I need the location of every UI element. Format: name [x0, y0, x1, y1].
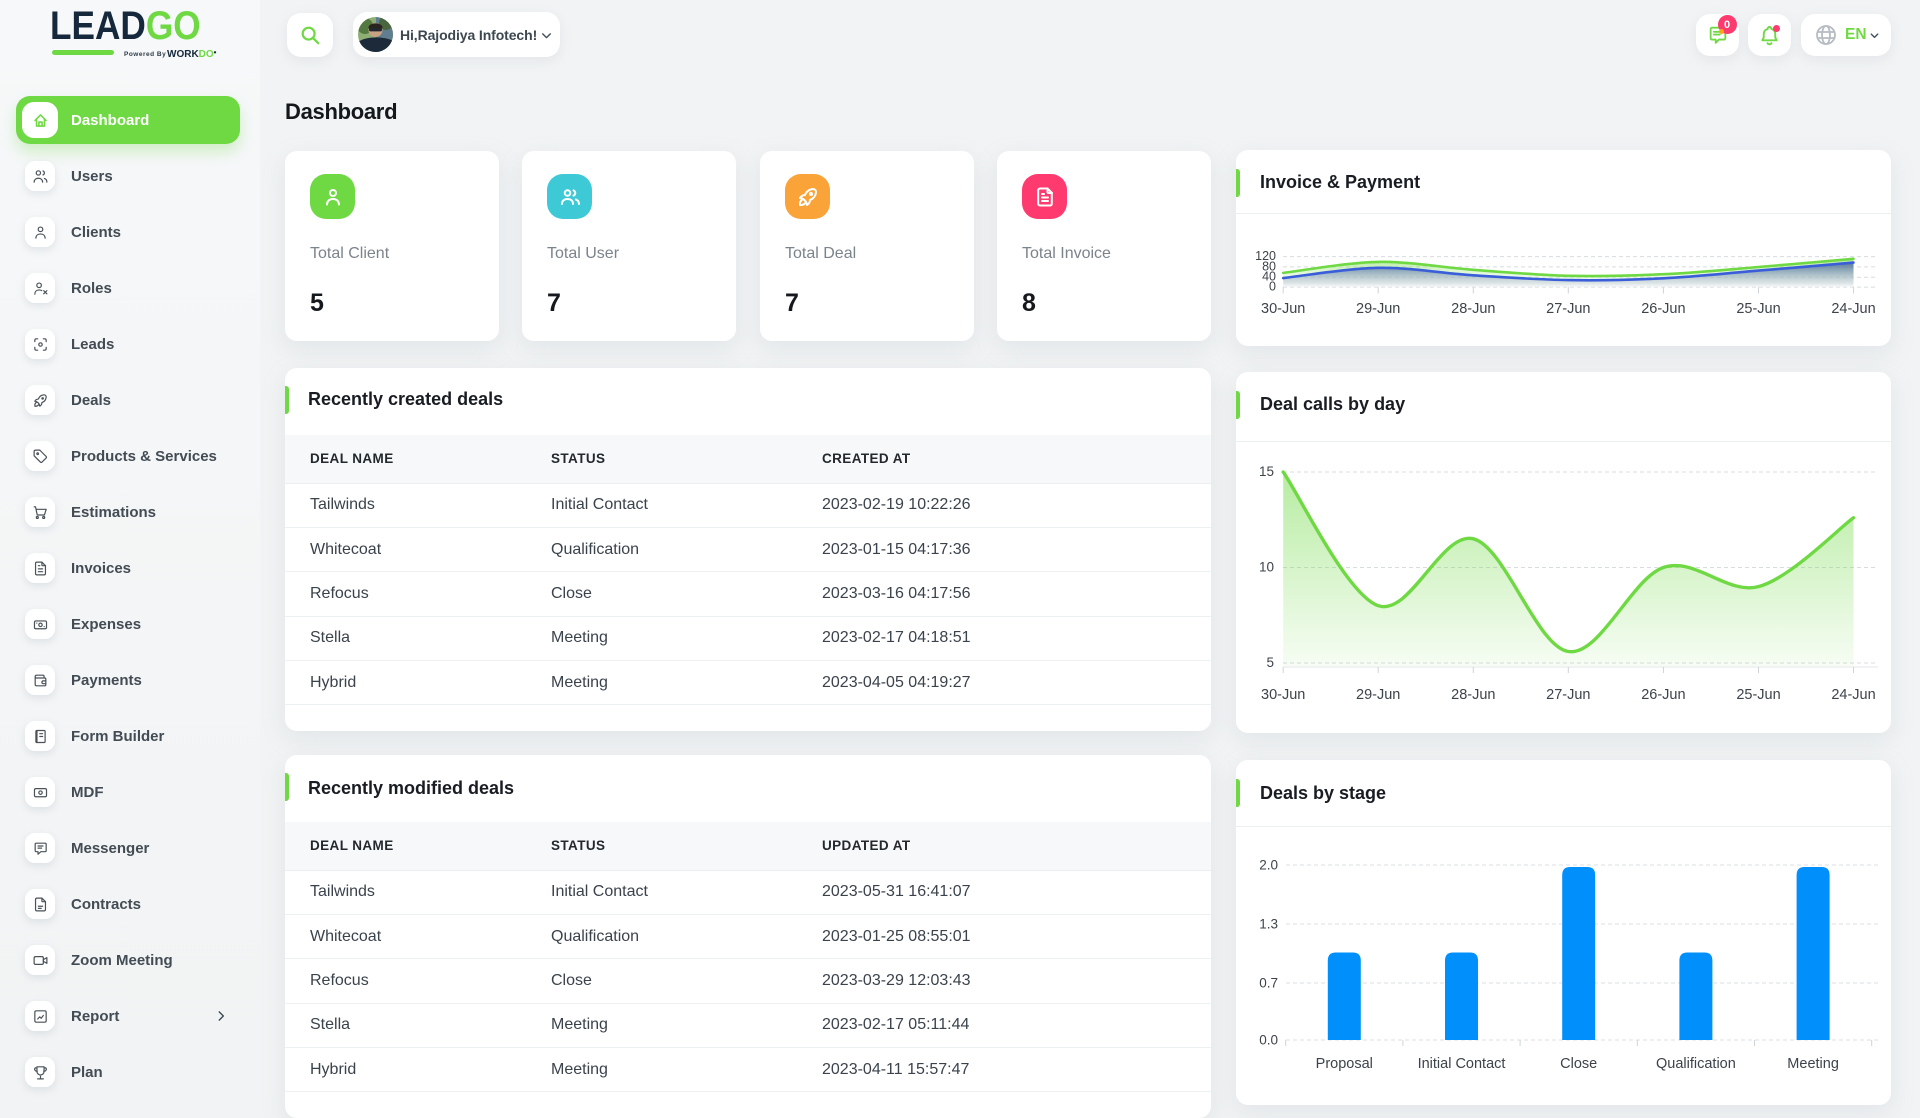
- svg-text:Close: Close: [1560, 1056, 1597, 1072]
- svg-text:10: 10: [1259, 560, 1274, 575]
- svg-text:0: 0: [1269, 280, 1276, 294]
- svg-text:29-Jun: 29-Jun: [1356, 301, 1400, 317]
- svg-text:24-Jun: 24-Jun: [1831, 687, 1875, 703]
- svg-text:26-Jun: 26-Jun: [1641, 687, 1685, 703]
- svg-text:Proposal: Proposal: [1316, 1056, 1373, 1072]
- svg-text:2.0: 2.0: [1259, 858, 1278, 873]
- svg-text:Meeting: Meeting: [1787, 1056, 1839, 1072]
- svg-text:5: 5: [1266, 655, 1274, 670]
- svg-text:24-Jun: 24-Jun: [1831, 301, 1875, 317]
- svg-text:120: 120: [1255, 249, 1276, 263]
- svg-text:Initial Contact: Initial Contact: [1418, 1056, 1506, 1072]
- svg-text:30-Jun: 30-Jun: [1261, 301, 1305, 317]
- svg-text:40: 40: [1262, 270, 1276, 284]
- svg-text:30-Jun: 30-Jun: [1261, 687, 1305, 703]
- svg-text:28-Jun: 28-Jun: [1451, 687, 1495, 703]
- svg-text:Qualification: Qualification: [1656, 1056, 1736, 1072]
- svg-text:29-Jun: 29-Jun: [1356, 687, 1400, 703]
- svg-text:15: 15: [1259, 464, 1274, 479]
- svg-text:25-Jun: 25-Jun: [1736, 301, 1780, 317]
- svg-text:0.7: 0.7: [1259, 976, 1278, 991]
- svg-text:80: 80: [1262, 259, 1276, 273]
- svg-text:0.0: 0.0: [1259, 1033, 1278, 1048]
- svg-text:25-Jun: 25-Jun: [1736, 687, 1780, 703]
- svg-text:28-Jun: 28-Jun: [1451, 301, 1495, 317]
- svg-text:1.3: 1.3: [1259, 917, 1278, 932]
- svg-text:27-Jun: 27-Jun: [1546, 687, 1590, 703]
- svg-text:26-Jun: 26-Jun: [1641, 301, 1685, 317]
- svg-text:27-Jun: 27-Jun: [1546, 301, 1590, 317]
